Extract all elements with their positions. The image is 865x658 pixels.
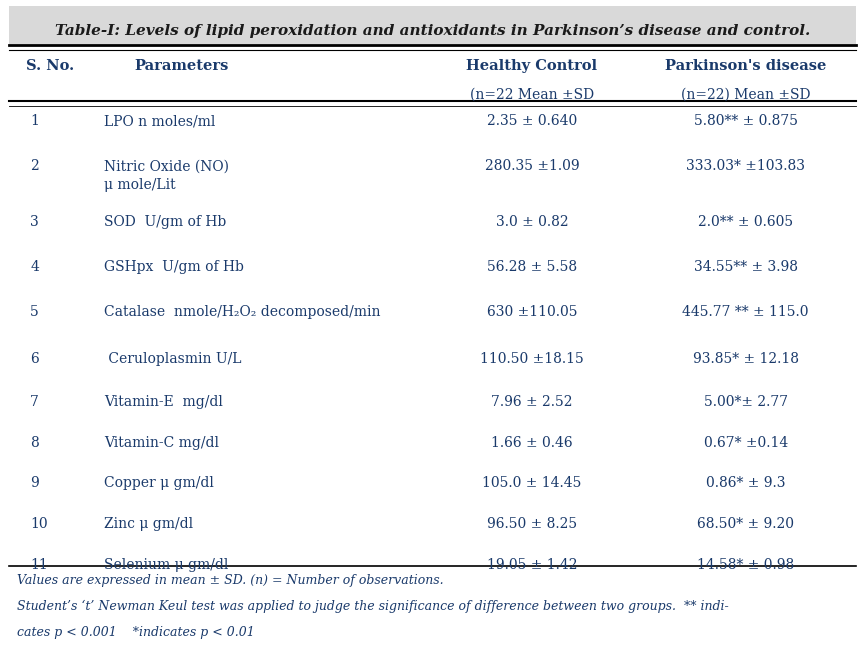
Text: 19.05 ± 1.42: 19.05 ± 1.42 bbox=[487, 558, 577, 572]
Text: 5.80** ± 0.875: 5.80** ± 0.875 bbox=[694, 114, 798, 128]
Text: 10: 10 bbox=[30, 517, 48, 531]
Text: 8: 8 bbox=[30, 436, 39, 449]
Text: 280.35 ±1.09: 280.35 ±1.09 bbox=[484, 159, 580, 173]
Text: Vitamin-C mg/dl: Vitamin-C mg/dl bbox=[104, 436, 219, 449]
Text: 7.96 ± 2.52: 7.96 ± 2.52 bbox=[491, 395, 573, 409]
Text: 445.77 ** ± 115.0: 445.77 ** ± 115.0 bbox=[682, 305, 809, 318]
Text: cates p < 0.001    *indicates p < 0.01: cates p < 0.001 *indicates p < 0.01 bbox=[17, 626, 255, 640]
Text: Student’s ‘t’ Newman Keul test was applied to judge the significance of differen: Student’s ‘t’ Newman Keul test was appli… bbox=[17, 600, 729, 613]
Text: 3: 3 bbox=[30, 215, 39, 229]
Text: 333.03* ±103.83: 333.03* ±103.83 bbox=[686, 159, 805, 173]
Text: 68.50* ± 9.20: 68.50* ± 9.20 bbox=[697, 517, 794, 531]
Text: 5: 5 bbox=[30, 305, 39, 318]
Text: SOD  U/gm of Hb: SOD U/gm of Hb bbox=[104, 215, 226, 229]
Text: 2.35 ± 0.640: 2.35 ± 0.640 bbox=[487, 114, 577, 128]
Text: 105.0 ± 14.45: 105.0 ± 14.45 bbox=[483, 476, 581, 490]
Text: (n=22 Mean ±SD: (n=22 Mean ±SD bbox=[470, 88, 594, 101]
Text: 14.58* ± 0.98: 14.58* ± 0.98 bbox=[697, 558, 794, 572]
Text: 630 ±110.05: 630 ±110.05 bbox=[487, 305, 577, 318]
Text: Healthy Control: Healthy Control bbox=[466, 59, 598, 73]
Text: Catalase  nmole/H₂O₂ decomposed/min: Catalase nmole/H₂O₂ decomposed/min bbox=[104, 305, 381, 318]
Text: Copper μ gm/dl: Copper μ gm/dl bbox=[104, 476, 214, 490]
Text: Parkinson's disease: Parkinson's disease bbox=[665, 59, 826, 73]
Text: 9: 9 bbox=[30, 476, 39, 490]
Text: 1.66 ± 0.46: 1.66 ± 0.46 bbox=[491, 436, 573, 449]
Text: 96.50 ± 8.25: 96.50 ± 8.25 bbox=[487, 517, 577, 531]
Text: 4: 4 bbox=[30, 260, 39, 274]
Text: LPO n moles/ml: LPO n moles/ml bbox=[104, 114, 215, 128]
Text: 7: 7 bbox=[30, 395, 39, 409]
Text: 3.0 ± 0.82: 3.0 ± 0.82 bbox=[496, 215, 568, 229]
FancyBboxPatch shape bbox=[9, 6, 856, 44]
Text: 2: 2 bbox=[30, 159, 39, 173]
Text: 6: 6 bbox=[30, 352, 39, 366]
Text: Selenium μ gm/dl: Selenium μ gm/dl bbox=[104, 558, 228, 572]
Text: Ceruloplasmin U/L: Ceruloplasmin U/L bbox=[104, 352, 241, 366]
Text: Table-I: Levels of lipid peroxidation and antioxidants in Parkinson’s disease an: Table-I: Levels of lipid peroxidation an… bbox=[54, 24, 811, 38]
Text: Zinc μ gm/dl: Zinc μ gm/dl bbox=[104, 517, 193, 531]
Text: Vitamin-E  mg/dl: Vitamin-E mg/dl bbox=[104, 395, 222, 409]
Text: 110.50 ±18.15: 110.50 ±18.15 bbox=[480, 352, 584, 366]
Text: S. No.: S. No. bbox=[26, 59, 74, 73]
Text: Nitric Oxide (NO)
μ mole/Lit: Nitric Oxide (NO) μ mole/Lit bbox=[104, 159, 229, 191]
Text: 0.67* ±0.14: 0.67* ±0.14 bbox=[703, 436, 788, 449]
Text: 93.85* ± 12.18: 93.85* ± 12.18 bbox=[693, 352, 798, 366]
Text: (n=22) Mean ±SD: (n=22) Mean ±SD bbox=[681, 88, 811, 101]
Text: Values are expressed in mean ± SD. (n) = Number of observations.: Values are expressed in mean ± SD. (n) =… bbox=[17, 574, 444, 587]
Text: 11: 11 bbox=[30, 558, 48, 572]
Text: 1: 1 bbox=[30, 114, 39, 128]
Text: 56.28 ± 5.58: 56.28 ± 5.58 bbox=[487, 260, 577, 274]
Text: 2.0** ± 0.605: 2.0** ± 0.605 bbox=[698, 215, 793, 229]
Text: 34.55** ± 3.98: 34.55** ± 3.98 bbox=[694, 260, 798, 274]
Text: GSHpx  U/gm of Hb: GSHpx U/gm of Hb bbox=[104, 260, 244, 274]
Text: Parameters: Parameters bbox=[134, 59, 228, 73]
Text: 0.86* ± 9.3: 0.86* ± 9.3 bbox=[706, 476, 785, 490]
Text: 5.00*± 2.77: 5.00*± 2.77 bbox=[703, 395, 788, 409]
